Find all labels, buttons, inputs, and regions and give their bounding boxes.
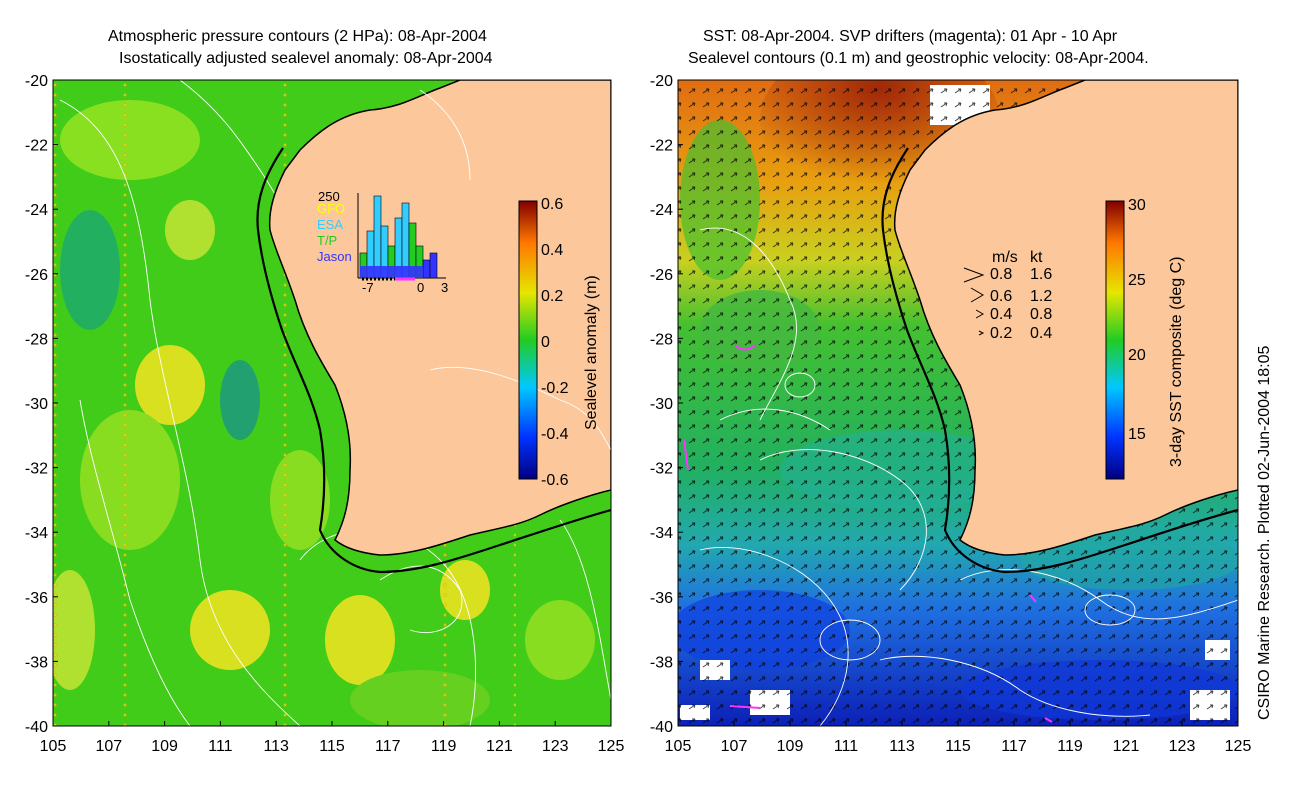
sla-colorbar-label: Sealevel anomaly (m) — [583, 275, 600, 430]
left-lat-tick-label: -20 — [25, 73, 48, 90]
left-lat-tick-label: -34 — [25, 525, 48, 542]
right-lat-tick-label: -40 — [650, 719, 673, 736]
left-lon-tick-label: 123 — [542, 738, 569, 755]
left-lat-tick-label: -40 — [25, 719, 48, 736]
left-title-line1: Atmospheric pressure contours (2 HPa): 0… — [108, 28, 487, 45]
right-map — [678, 80, 1238, 726]
right-lat-tick-label: -20 — [650, 73, 673, 90]
left-lon-tick-label: 105 — [40, 738, 67, 755]
right-lon-tick-label: 115 — [945, 738, 971, 755]
histogram-ymax: 250 — [318, 189, 340, 204]
right-lat-tick-label: -28 — [650, 331, 673, 348]
sla-colorbar: 0.6 0.4 0.2 0 -0.2 -0.4 -0.6 Sealevel an… — [518, 196, 600, 489]
right-lat-tick-label: -24 — [650, 202, 673, 219]
sla-tick-0.6: 0.6 — [541, 196, 563, 213]
velocity-legend-kt-1: 1.2 — [1030, 288, 1052, 305]
left-map — [53, 80, 611, 726]
left-lon-tick-label: 113 — [263, 738, 289, 755]
left-shelf-contour — [256, 147, 611, 574]
legend-esa: ESA — [317, 217, 343, 232]
right-lon-tick-label: 113 — [889, 738, 915, 755]
legend-tp: T/P — [317, 233, 337, 248]
sla-tick-neg0.4: -0.4 — [541, 426, 569, 443]
left-lon-tick-label: 109 — [151, 738, 178, 755]
velocity-legend-ms-2: 0.4 — [990, 306, 1012, 323]
sst-tick-25: 25 — [1128, 272, 1146, 289]
velocity-legend-kt-header: kt — [1030, 249, 1043, 266]
right-lon-tick-label: 123 — [1169, 738, 1196, 755]
left-lat-tick-label: -28 — [25, 331, 48, 348]
legend-jason: Jason — [317, 249, 352, 264]
right-lon-tick-label: 121 — [1113, 738, 1140, 755]
sla-tick-neg0.2: -0.2 — [541, 380, 569, 397]
sst-colorbar-label: 3-day SST composite (deg C) — [1168, 257, 1185, 467]
left-lat-tick-label: -26 — [25, 267, 48, 284]
right-lon-tick-label: 109 — [777, 738, 804, 755]
velocity-legend: m/s kt 0.8 1.6 0.6 1.2 0.4 0.8 0.2 0.4 — [963, 249, 1052, 342]
sla-tick-neg0.6: -0.6 — [541, 472, 569, 489]
sealevel-contours — [699, 227, 1238, 726]
left-lon-tick-label: 121 — [486, 738, 513, 755]
sla-tick-0: 0 — [541, 334, 550, 351]
right-lon-tick-label: 107 — [721, 738, 748, 755]
sla-anomaly-blobs — [53, 100, 595, 726]
velocity-legend-ms-0: 0.8 — [990, 266, 1012, 283]
left-lat-tick-label: -24 — [25, 202, 48, 219]
right-title-line2: Sealevel contours (0.1 m) and geostrophi… — [688, 50, 1149, 67]
sla-tick-0.4: 0.4 — [541, 242, 563, 259]
sst-tick-20: 20 — [1128, 347, 1146, 364]
left-lon-tick-label: 117 — [375, 738, 401, 755]
right-lon-tick-label: 125 — [1225, 738, 1252, 755]
credit-text: CSIRO Marine Research. Plotted 02-Jun-20… — [1256, 345, 1273, 720]
histogram-bars — [359, 195, 438, 279]
left-lon-tick-label: 107 — [95, 738, 122, 755]
right-lat-tick-label: -26 — [650, 267, 673, 284]
left-lon-tick-label: 111 — [208, 738, 232, 755]
left-lon-tick-label: 119 — [431, 738, 457, 755]
right-lat-tick-label: -30 — [650, 396, 673, 413]
sst-tick-15: 15 — [1128, 426, 1146, 443]
legend-gfo: GFO — [317, 201, 345, 216]
left-lat-tick-label: -32 — [25, 461, 48, 478]
right-lon-tick-label: 119 — [1057, 738, 1083, 755]
right-title-line1: SST: 08-Apr-2004. SVP drifters (magenta)… — [703, 28, 1118, 45]
sst-tick-30: 30 — [1128, 197, 1146, 214]
right-land — [893, 80, 1238, 556]
axis-ticks: -20 -22 -24 -26 -28 -30 -32 -34 -36 -38 -40 105 107 1… — [25, 73, 1252, 755]
drifter-tracks — [683, 344, 1053, 723]
left-lon-tick-label: 125 — [598, 738, 625, 755]
velocity-legend-kt-2: 0.8 — [1030, 306, 1052, 323]
right-lat-tick-label: -34 — [650, 525, 673, 542]
velocity-legend-ms-3: 0.2 — [990, 325, 1012, 342]
velocity-legend-ms-1: 0.6 — [990, 288, 1012, 305]
sst-colorbar: 30 25 20 15 3-day SST composite (deg C) — [1105, 197, 1185, 480]
velocity-legend-ms-header: m/s — [992, 249, 1018, 266]
left-lon-tick-label: 115 — [319, 738, 345, 755]
sla-tick-0.2: 0.2 — [541, 288, 563, 305]
left-lat-tick-label: -36 — [25, 590, 48, 607]
right-lon-tick-label: 105 — [665, 738, 692, 755]
histogram-xtick-3: 3 — [441, 280, 448, 295]
left-lat-tick-label: -30 — [25, 396, 48, 413]
altimeter-histogram: 250 GFO ESA T/P Jason -7 0 3 — [317, 189, 448, 295]
right-lon-tick-label: 111 — [834, 738, 858, 755]
left-title-line2: Isostatically adjusted sealevel anomaly:… — [119, 50, 493, 67]
velocity-legend-kt-3: 0.4 — [1030, 325, 1052, 342]
right-shelf-contour — [881, 147, 1238, 574]
right-lat-tick-label: -22 — [650, 138, 673, 155]
left-land-contours — [419, 89, 611, 451]
velocity-legend-kt-0: 1.6 — [1030, 266, 1052, 283]
histogram-xtick-neg7: -7 — [362, 280, 374, 295]
left-lat-tick-label: -38 — [25, 654, 48, 671]
histogram-xtick-0: 0 — [417, 280, 424, 295]
left-lat-tick-label: -22 — [25, 138, 48, 155]
right-lon-tick-label: 117 — [1001, 738, 1027, 755]
right-lat-tick-label: -38 — [650, 654, 673, 671]
right-lat-tick-label: -32 — [650, 461, 673, 478]
right-lat-tick-label: -36 — [650, 590, 673, 607]
